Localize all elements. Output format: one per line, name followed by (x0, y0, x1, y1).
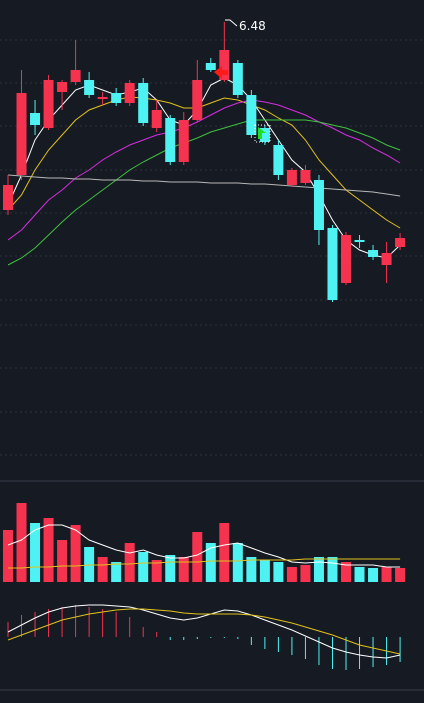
candle-body (313, 180, 324, 230)
ma-line (7, 119, 401, 266)
candle-body (30, 113, 41, 125)
candle-body (259, 128, 270, 142)
candle-body (219, 50, 230, 80)
high-label: 6.48 (239, 19, 266, 33)
candle-body (300, 170, 311, 183)
candle-body (16, 93, 27, 175)
candle-body (178, 120, 189, 162)
volume-bar (327, 557, 338, 582)
volume-bar (178, 557, 189, 582)
ma-line (7, 604, 401, 659)
volume-bar (192, 532, 203, 582)
high-pointer (225, 19, 238, 27)
candle-body (205, 63, 216, 70)
candle-body (341, 235, 351, 283)
volume-bar (381, 567, 392, 582)
volume-bar (313, 557, 324, 582)
ma-line (7, 524, 401, 568)
sell-box (254, 124, 271, 143)
ma-line (7, 77, 401, 259)
volume-bar (3, 530, 13, 582)
volume-bar (354, 567, 365, 582)
volume-bar (16, 503, 27, 582)
volume-bar (395, 568, 406, 582)
volume-bar (341, 562, 351, 582)
volume-bar (43, 518, 54, 582)
volume-bar (300, 565, 311, 582)
volume-bar (205, 543, 216, 582)
ma-line (7, 99, 401, 241)
candle-body (327, 228, 338, 300)
grid (0, 39, 424, 691)
candle-body (3, 185, 13, 210)
volume-bar (165, 555, 176, 582)
candle-body (111, 93, 122, 103)
volume-bar (246, 557, 257, 582)
candle-body (70, 70, 81, 82)
candle-body (138, 83, 149, 123)
candle-body (151, 110, 162, 128)
volume-bar (124, 543, 135, 582)
volume-bar (286, 567, 297, 582)
volume-bar (151, 560, 162, 582)
candle-body (273, 145, 284, 175)
buy-marker (214, 66, 228, 79)
volume-bar (368, 568, 379, 582)
candle-body (165, 118, 176, 162)
ma-line (7, 96, 401, 229)
candle-body (354, 240, 365, 242)
volume-bar (70, 525, 81, 582)
volume-bar (30, 523, 41, 582)
ma-line (8, 558, 401, 569)
candle-body (395, 238, 406, 247)
volume-bar (57, 540, 68, 582)
candle-body (57, 82, 68, 92)
volume-bar (111, 562, 122, 582)
ma-line (7, 174, 401, 197)
plot (3, 22, 406, 670)
candle-body (124, 83, 135, 103)
candle-body (43, 80, 54, 128)
sell-marker (258, 127, 266, 139)
candle-body (97, 97, 108, 99)
volume-bar (232, 543, 243, 582)
candle-body (246, 95, 257, 135)
candle-body (84, 80, 95, 95)
candle-body (286, 170, 297, 185)
candle-body (192, 80, 203, 120)
ma-line (7, 608, 401, 655)
volume-bar (97, 557, 108, 582)
volume-bar (259, 560, 270, 582)
candle-body (368, 250, 379, 257)
candle-body (381, 253, 392, 265)
volume-bar (273, 562, 284, 582)
volume-bar (138, 552, 149, 582)
candle-body (232, 63, 243, 95)
volume-bar (219, 523, 230, 582)
